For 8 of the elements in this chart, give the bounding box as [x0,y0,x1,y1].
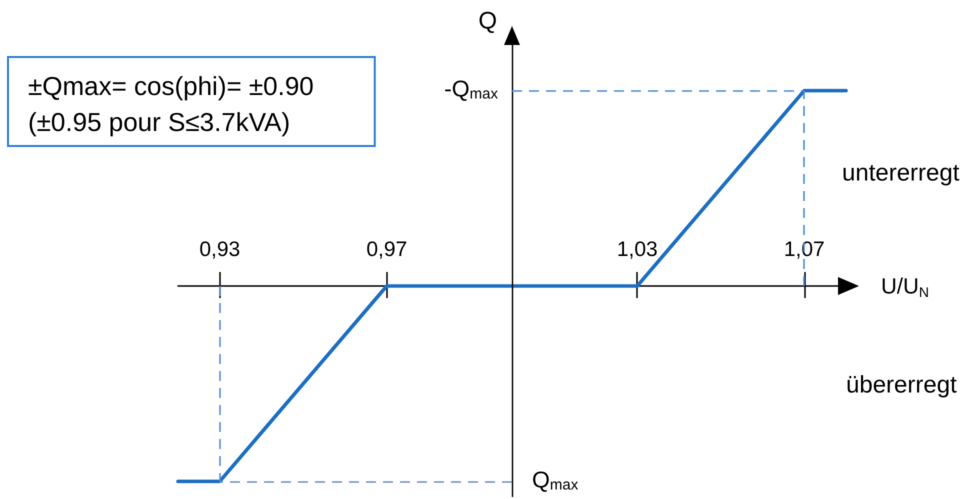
x-tick-label: 1,03 [616,238,658,261]
annotation: ±Qmax= cos(phi)= ±0.90 (±0.95 pour S≤3.7kVA) [28,71,314,137]
y-axis-title: Q [478,8,497,34]
annotation: untererregt [842,160,960,186]
x-tick-label: 0,93 [199,238,240,261]
annotation: übererregt [846,372,958,398]
x-tick-label: 1,07 [784,238,825,261]
x-tick-label: 0,97 [366,238,408,261]
